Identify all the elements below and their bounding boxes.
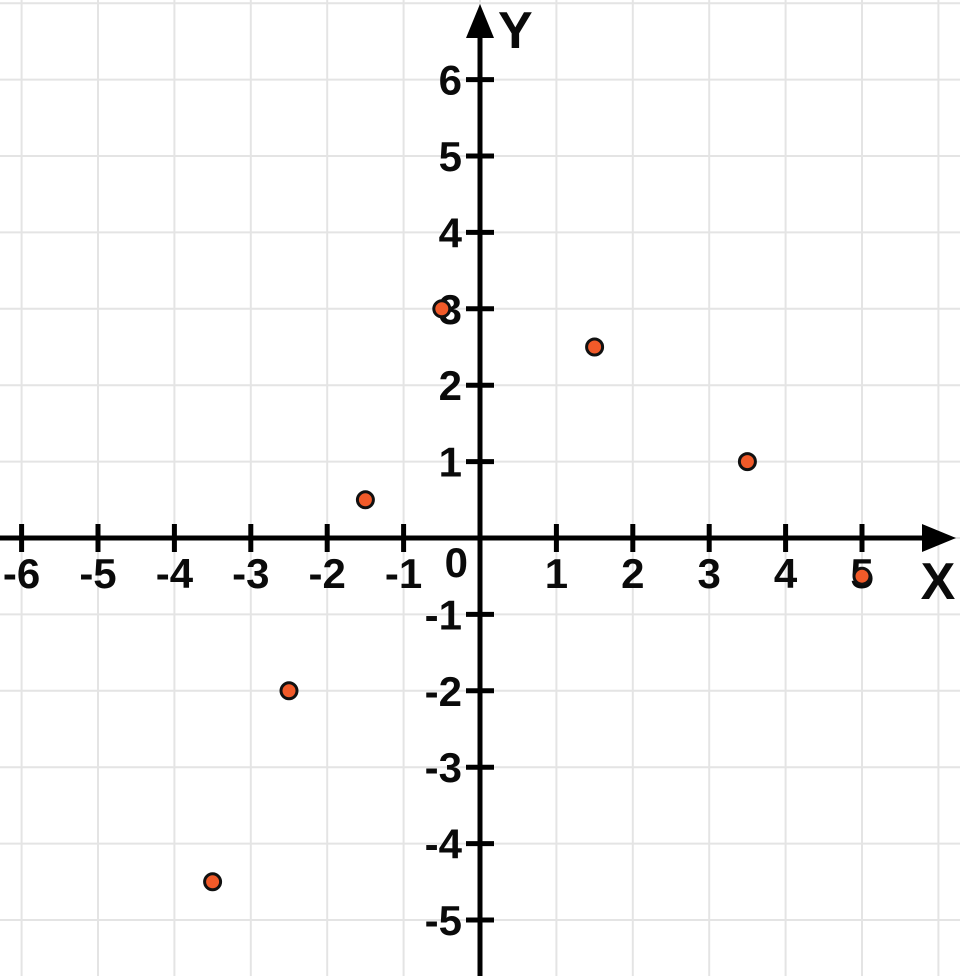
x-tick-label--2: -2: [309, 550, 346, 597]
y-tick-label-4: 4: [439, 209, 463, 256]
y-tick-label-1: 1: [439, 439, 462, 486]
axes: [0, 4, 956, 976]
x-tick-label--6: -6: [3, 550, 40, 597]
data-points: [203, 299, 872, 892]
x-axis-label: X: [921, 553, 956, 611]
x-tick-label-4: 4: [774, 550, 798, 597]
y-tick-label--1: -1: [425, 591, 462, 638]
origin-label: 0: [445, 539, 468, 586]
y-axis-arrowhead-icon: [466, 4, 494, 38]
x-tick-label-2: 2: [621, 550, 644, 597]
y-tick-label--5: -5: [425, 897, 462, 944]
y-tick-label--3: -3: [425, 744, 462, 791]
y-tick-label-5: 5: [439, 133, 462, 180]
data-point: [279, 681, 299, 701]
y-tick-label--4: -4: [425, 821, 463, 868]
y-tick-label--2: -2: [425, 668, 462, 715]
x-axis-arrowhead-icon: [922, 524, 956, 553]
x-tick-label-3: 3: [698, 550, 721, 597]
x-tick-label--3: -3: [232, 550, 269, 597]
y-tick-label-2: 2: [439, 362, 462, 409]
data-point: [852, 566, 872, 586]
data-point: [585, 337, 605, 357]
data-point: [432, 299, 452, 319]
y-tick-label-6: 6: [439, 57, 462, 104]
ticks-and-tick-labels: -6-5-4-3-2-112345654321-1-2-3-4-5: [3, 57, 874, 944]
data-point: [203, 872, 223, 892]
x-tick-label--5: -5: [79, 550, 116, 597]
data-point: [737, 452, 757, 472]
data-point: [355, 490, 375, 510]
x-tick-label--1: -1: [385, 550, 422, 597]
x-tick-label-1: 1: [545, 550, 568, 597]
y-axis-label: Y: [498, 2, 533, 60]
x-tick-label--4: -4: [156, 550, 194, 597]
